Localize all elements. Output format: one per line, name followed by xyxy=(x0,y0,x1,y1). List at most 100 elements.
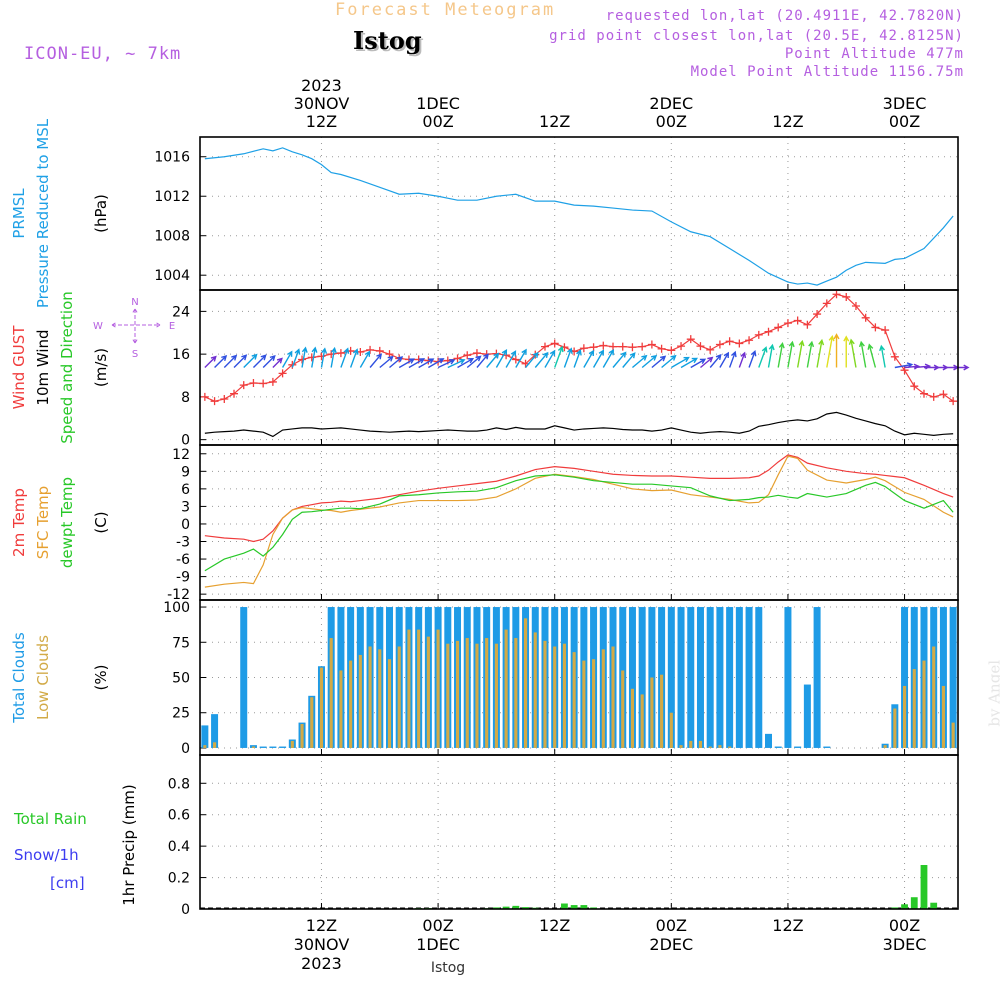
bottom-tick-label: 12Z xyxy=(539,916,570,935)
y-tick-label: 50 xyxy=(172,671,190,687)
model-altitude: Model Point Altitude 1156.75m xyxy=(690,64,964,80)
top-tick-label: 30NOV xyxy=(294,94,350,113)
rain-bar xyxy=(561,903,568,909)
rain-bar xyxy=(580,905,588,909)
wind-arrow xyxy=(272,357,283,368)
wind-arrow xyxy=(833,333,840,368)
panel-label: 10m Wind xyxy=(34,329,52,405)
footer-station: Istog xyxy=(431,960,465,976)
wind-arrow xyxy=(457,357,475,369)
panel-label: Total Clouds xyxy=(10,632,28,724)
gust-point xyxy=(336,349,345,358)
wind-arrow xyxy=(826,334,835,368)
low-cloud-bar xyxy=(650,677,654,748)
unit-label: (%) xyxy=(92,665,110,691)
wind-arrow xyxy=(563,347,573,368)
wind-arrow xyxy=(602,349,614,368)
wind-arrow xyxy=(447,358,466,369)
wind-arrow xyxy=(525,351,539,368)
wind-arrow xyxy=(777,342,785,368)
low-cloud-bar xyxy=(378,649,382,748)
rain-bar xyxy=(930,902,938,909)
total-cloud-bar xyxy=(901,607,909,748)
panel-label: dewpt Temp xyxy=(58,477,76,568)
low-cloud-bar xyxy=(494,643,498,748)
station-name: Istog xyxy=(353,26,422,55)
wind-arrow xyxy=(515,348,527,368)
low-cloud-bar xyxy=(728,746,732,748)
top-tick-label: 1DEC xyxy=(416,94,460,113)
panel-label: PRMSL xyxy=(10,188,28,239)
wind-arrow xyxy=(301,346,308,368)
panel-pressure: 1004 1008 1012 1016 PRMSL Pressure Reduced to… xyxy=(10,118,959,308)
low-cloud-bar xyxy=(407,629,411,748)
y-tick-label: -9 xyxy=(176,570,190,586)
bottom-tick-label: 00Z xyxy=(889,916,920,935)
compass-s: S xyxy=(132,349,138,360)
y-tick-label: 0 xyxy=(181,433,190,449)
gust-point xyxy=(813,310,822,319)
low-cloud-bar xyxy=(572,652,576,748)
gust-point xyxy=(210,397,219,406)
y-tick-label: 1008 xyxy=(154,229,190,245)
low-cloud-bar xyxy=(368,646,372,748)
top-tick-label: 12Z xyxy=(306,112,337,131)
wind-arrow xyxy=(748,349,757,368)
gust-point xyxy=(472,349,481,358)
wind-arrow xyxy=(486,352,500,368)
low-cloud-bar xyxy=(611,646,615,748)
y-tick-label: 1016 xyxy=(154,150,190,166)
y-tick-label: 12 xyxy=(172,447,190,463)
gust-point xyxy=(647,340,656,349)
wind-arrow xyxy=(243,353,258,368)
bottom-tick-label: 00Z xyxy=(656,916,687,935)
total-cloud-bar xyxy=(696,607,704,748)
gust-point xyxy=(589,343,598,352)
top-tick-label: 3DEC xyxy=(883,94,927,113)
rain-bar xyxy=(512,905,520,909)
low-cloud-bar xyxy=(902,685,907,748)
panel-label: Wind GUST xyxy=(10,325,28,410)
wind-arrow xyxy=(437,359,456,369)
low-cloud-bar xyxy=(640,694,644,748)
low-cloud-bar xyxy=(553,646,557,748)
total-cloud-bar xyxy=(279,746,287,748)
low-cloud-bar xyxy=(718,745,722,748)
bottom-tick-label: 30NOV xyxy=(294,935,350,954)
low-cloud-bar xyxy=(951,722,955,748)
unit-label: 1hr Precip (mm) xyxy=(120,784,138,905)
wind-arrow xyxy=(204,355,217,368)
wind-arrow xyxy=(796,339,805,368)
low-cloud-bar xyxy=(387,659,392,748)
low-cloud-bar xyxy=(417,629,421,748)
low-cloud-bar xyxy=(922,660,926,748)
rain-bar xyxy=(920,865,928,909)
total-cloud-bar xyxy=(667,607,675,748)
total-cloud-bar xyxy=(677,607,685,748)
wind-arrow xyxy=(214,354,228,368)
wind-arrow xyxy=(879,344,886,368)
wind-arrow xyxy=(252,354,267,368)
total-cloud-bar xyxy=(823,746,831,748)
low-cloud-bar xyxy=(358,654,362,748)
wind-arrow xyxy=(858,340,867,368)
total-cloud-bar xyxy=(803,684,811,748)
series-line xyxy=(204,454,954,543)
wind-arrow xyxy=(719,351,730,368)
total-cloud-bar xyxy=(745,607,753,748)
y-tick-label: 6 xyxy=(181,482,190,498)
series-line xyxy=(204,474,954,572)
top-tick-label: 12Z xyxy=(772,112,803,131)
low-cloud-bar xyxy=(251,746,256,748)
y-tick-label: 25 xyxy=(172,706,190,722)
wind-arrow xyxy=(389,356,404,369)
low-cloud-bar xyxy=(621,670,625,748)
wind-arrow xyxy=(848,338,857,368)
total-cloud-bar xyxy=(628,607,636,748)
wind-arrow xyxy=(223,354,238,368)
gust-point xyxy=(871,323,880,332)
bottom-tick-label: 12Z xyxy=(306,916,337,935)
gust-point xyxy=(745,336,754,345)
wind-arrow xyxy=(816,338,825,368)
gust-point xyxy=(890,352,899,361)
